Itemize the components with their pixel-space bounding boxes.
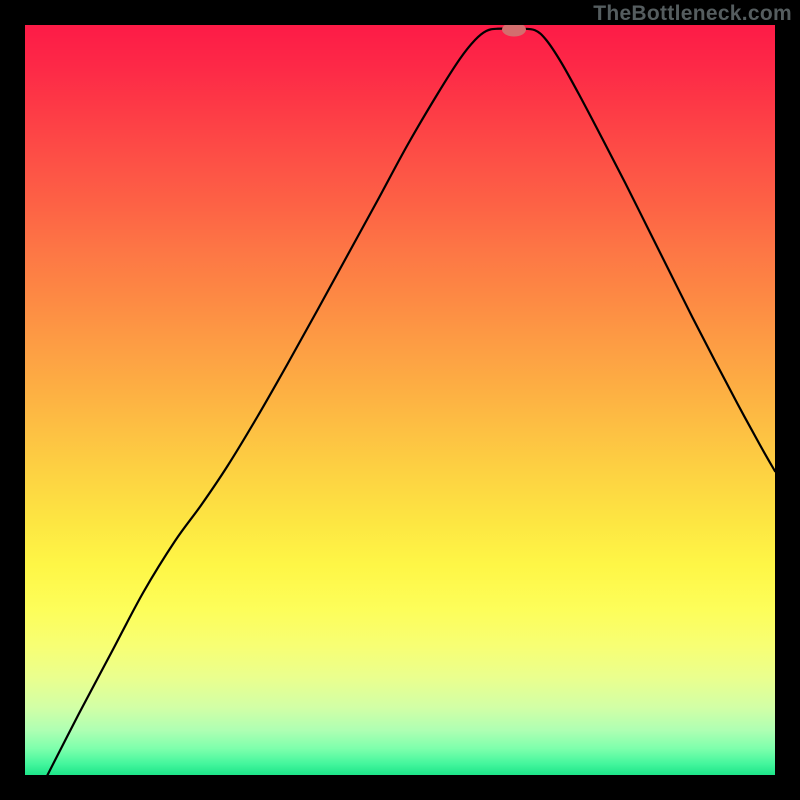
bottleneck-chart [25, 25, 775, 775]
watermark-text: TheBottleneck.com [593, 2, 792, 26]
chart-frame: TheBottleneck.com [0, 0, 800, 800]
gradient-background [25, 25, 775, 775]
